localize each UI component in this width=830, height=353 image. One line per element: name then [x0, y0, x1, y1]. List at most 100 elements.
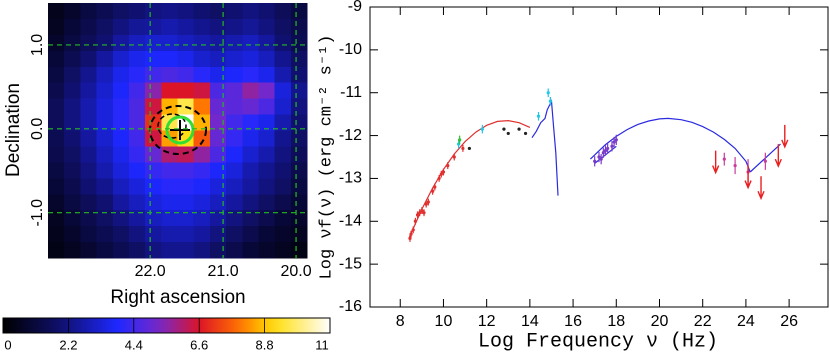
heat-cell [112, 210, 130, 227]
heat-cell [242, 210, 260, 227]
heat-cell [226, 162, 243, 179]
data-point [506, 131, 510, 136]
heat-cell [145, 194, 162, 211]
heat-cell [96, 210, 114, 227]
data-point [431, 189, 435, 193]
heat-cell [80, 34, 98, 52]
colorbar-tick-label: 11 [315, 337, 329, 352]
heat-cell [48, 82, 65, 100]
y-tick-label: 1.0 [29, 34, 46, 56]
heat-cell [242, 146, 260, 163]
heat-cell [258, 114, 276, 132]
heat-cell [128, 162, 146, 179]
heat-cell [145, 82, 162, 100]
heat-cell [48, 162, 65, 179]
heat-cell [177, 194, 195, 211]
x-tick-label: 14 [521, 313, 539, 330]
x-tick-label: 22 [694, 313, 712, 330]
heat-cell [193, 98, 211, 116]
heat-cell [193, 18, 211, 36]
data-point [612, 140, 616, 144]
heat-cell [209, 226, 227, 243]
heat-cell [64, 114, 81, 132]
heat-cell [258, 194, 276, 211]
upper-limit [781, 124, 789, 149]
heat-cell [64, 18, 81, 36]
heat-cell [226, 210, 243, 227]
data-point [548, 99, 552, 103]
heat-cell [145, 18, 162, 36]
heat-cell [290, 226, 308, 243]
data-point [467, 146, 471, 151]
heat-cell [242, 50, 260, 68]
heat-cell [226, 82, 243, 100]
heat-cell [96, 226, 114, 243]
heat-cell [177, 114, 195, 132]
colorbar-tick-label: 4.4 [125, 337, 143, 352]
heat-cell [112, 82, 130, 100]
heat-cell [274, 18, 292, 36]
heat-cell [48, 34, 65, 52]
heat-cell [112, 178, 130, 195]
heat-cell [274, 130, 292, 148]
data-point [601, 151, 605, 155]
heat-cell [128, 178, 146, 195]
y-tick-label: -16 [339, 298, 362, 315]
heat-cell [145, 50, 162, 68]
heat-cell [48, 178, 65, 195]
heat-cell [193, 162, 211, 179]
heat-cell [193, 146, 211, 163]
heat-cell [128, 130, 146, 148]
heat-cell [258, 178, 276, 195]
heat-cell [128, 226, 146, 243]
y-tick-label: 0.0 [29, 118, 46, 140]
heat-cell [80, 3, 98, 20]
heat-cell [290, 130, 308, 148]
heat-cell [161, 210, 179, 227]
data-point [424, 202, 428, 206]
ts-map [48, 3, 308, 259]
heat-cell [48, 226, 65, 243]
heat-cell [274, 146, 292, 163]
heat-cell [274, 162, 292, 179]
heat-cell [242, 130, 260, 148]
x-tick-label: 12 [478, 313, 496, 330]
heat-cell [290, 178, 308, 195]
heat-cell [96, 66, 114, 84]
heat-cell [209, 210, 227, 227]
heat-cell [48, 210, 65, 227]
x-tick-label: 10 [435, 313, 453, 330]
heat-cell [290, 242, 308, 259]
heat-cell [80, 98, 98, 116]
heat-cell [48, 146, 65, 163]
x-axis-label: Log Frequency ν (Hz) [478, 330, 718, 353]
data-point [603, 148, 608, 153]
heat-cell [258, 66, 276, 84]
y-tick-label: -11 [340, 84, 362, 101]
data-point [606, 146, 610, 151]
heat-cell [226, 66, 243, 84]
heat-cell [177, 82, 195, 100]
heat-cell [274, 178, 292, 195]
data-point [597, 155, 601, 159]
heat-cell [80, 114, 98, 132]
heat-cell [145, 226, 162, 243]
heat-cell [242, 3, 260, 20]
heat-cell [274, 194, 292, 211]
y-tick-label: -13 [339, 170, 362, 187]
sed-plot: 8 10 12 14 16 18 20 22 24 26 -16 -15 -14 -13 -12 -11 -10… [339, 0, 828, 330]
heat-cell [242, 34, 260, 52]
heat-cell [258, 130, 276, 148]
heat-cell [64, 146, 81, 163]
data-point [733, 163, 737, 168]
heat-cell [258, 162, 276, 179]
heat-cell [209, 18, 227, 36]
heat-cell [161, 34, 179, 52]
heat-cell [96, 130, 114, 148]
heat-cell [258, 210, 276, 227]
heat-cell [209, 50, 227, 68]
y-tick-label: -12 [339, 127, 362, 144]
y-axis-label: Declination [3, 83, 24, 177]
heat-cell [177, 66, 195, 84]
heat-cell [64, 34, 81, 52]
